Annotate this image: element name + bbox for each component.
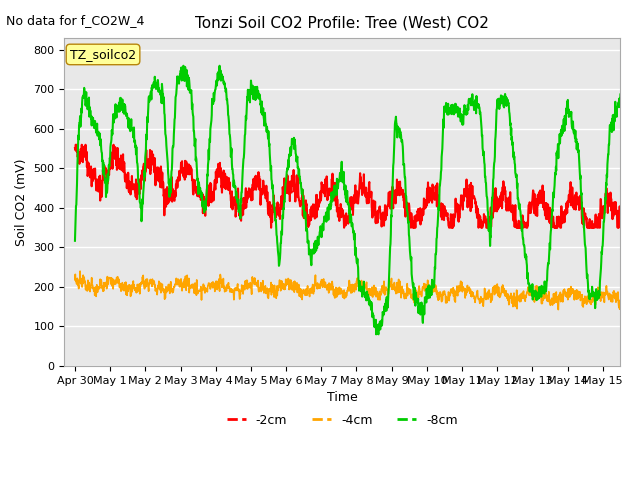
-8cm	[71, 238, 79, 244]
-4cm	[169, 286, 177, 292]
-2cm	[351, 200, 358, 206]
-4cm	[616, 299, 624, 305]
X-axis label: Time: Time	[327, 391, 358, 404]
-4cm	[82, 287, 90, 292]
-4cm	[447, 288, 455, 294]
-2cm	[448, 216, 456, 221]
Y-axis label: Soil CO2 (mV): Soil CO2 (mV)	[15, 158, 28, 246]
Text: No data for f_CO2W_4: No data for f_CO2W_4	[6, 14, 145, 27]
-8cm	[372, 332, 380, 337]
Line: -2cm: -2cm	[75, 145, 620, 228]
-2cm	[82, 142, 90, 148]
-4cm	[76, 268, 84, 274]
-4cm	[554, 307, 562, 312]
-2cm	[72, 142, 79, 148]
-8cm	[582, 254, 590, 260]
Line: -8cm: -8cm	[75, 66, 620, 335]
-8cm	[448, 110, 456, 116]
Title: Tonzi Soil CO2 Profile: Tree (West) CO2: Tonzi Soil CO2 Profile: Tree (West) CO2	[195, 15, 490, 30]
-2cm	[582, 215, 590, 220]
-2cm	[169, 186, 177, 192]
-8cm	[81, 95, 89, 101]
-2cm	[616, 223, 624, 228]
-4cm	[318, 282, 326, 288]
-8cm	[169, 146, 177, 152]
-4cm	[582, 299, 590, 305]
-2cm	[319, 184, 326, 190]
-4cm	[351, 289, 358, 295]
-4cm	[71, 277, 79, 283]
-2cm	[268, 225, 275, 230]
-8cm	[318, 228, 326, 234]
-2cm	[71, 145, 79, 151]
-8cm	[351, 237, 358, 242]
-8cm	[616, 92, 624, 97]
Text: TZ_soilco2: TZ_soilco2	[70, 48, 136, 61]
-8cm	[180, 63, 188, 69]
Legend: -2cm, -4cm, -8cm: -2cm, -4cm, -8cm	[222, 409, 463, 432]
Line: -4cm: -4cm	[75, 271, 620, 310]
